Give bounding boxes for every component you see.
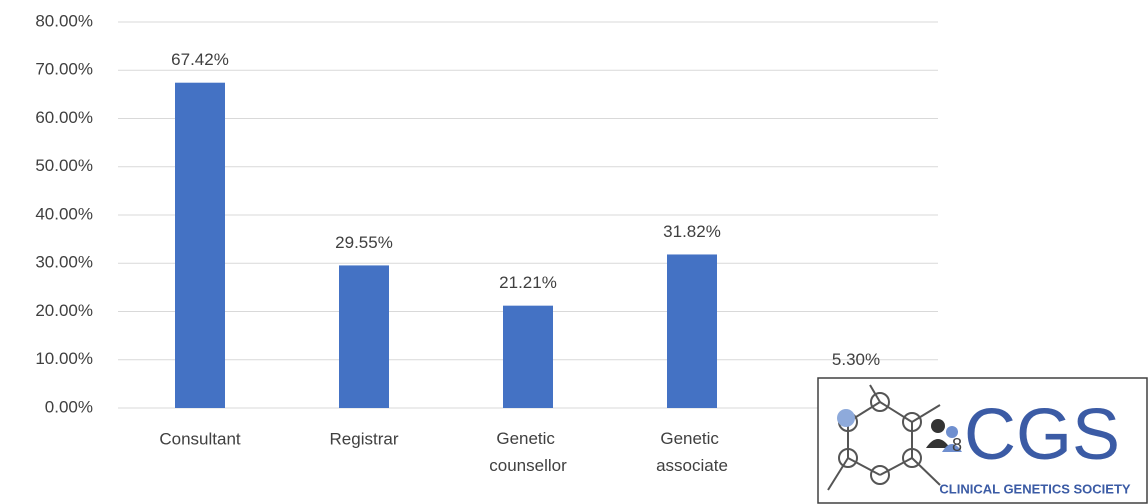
x-tick-label: Consultant (159, 429, 241, 448)
bar (503, 305, 553, 408)
logo: CGS CLINICAL GENETICS SOCIETY 8 (817, 377, 1148, 504)
logo-dot (837, 409, 855, 427)
page-number: 8 (952, 435, 962, 455)
data-label: 5.30% (832, 350, 880, 369)
logo-person (946, 426, 958, 438)
data-label: 67.42% (171, 50, 229, 69)
logo-full-name: CLINICAL GENETICS SOCIETY (939, 481, 1130, 496)
y-tick-label: 0.00% (45, 397, 93, 416)
logo-person (942, 444, 962, 452)
logo-icon (827, 384, 941, 491)
y-tick-label: 20.00% (35, 301, 93, 320)
y-tick-label: 80.00% (35, 11, 93, 30)
y-tick-label: 30.00% (35, 253, 93, 272)
data-label: 21.21% (499, 273, 557, 292)
bar (339, 265, 389, 408)
bar (175, 82, 225, 409)
logo-box (817, 377, 1148, 504)
data-label: 29.55% (335, 233, 393, 252)
y-tick-label: 70.00% (35, 60, 93, 79)
y-tick-label: 60.00% (35, 108, 93, 127)
logo-person (931, 419, 945, 433)
data-label: 31.82% (663, 222, 721, 241)
x-tick-label: Genetic associate (656, 429, 728, 475)
x-tick-label: Registrar (330, 429, 399, 448)
y-tick-label: 50.00% (35, 156, 93, 175)
bar (667, 254, 717, 408)
logo-person (926, 439, 950, 448)
logo-name: CGS (964, 395, 1120, 475)
y-tick-label: 10.00% (35, 349, 93, 368)
y-tick-label: 40.00% (35, 204, 93, 223)
x-tick-label: Genetic counsellor (489, 429, 567, 475)
